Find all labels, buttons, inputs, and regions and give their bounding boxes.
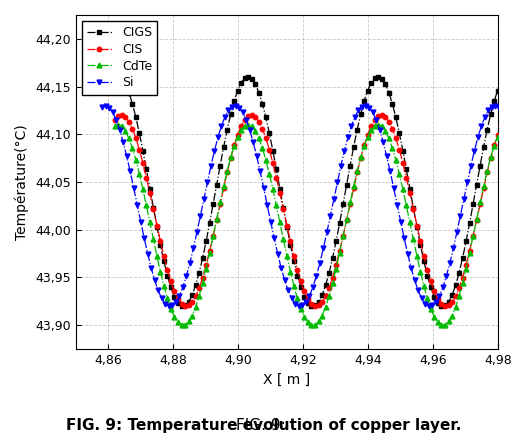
Si <box>102 103 108 108</box>
CdTe <box>112 123 118 128</box>
CIS <box>112 117 118 122</box>
Line: Si: Si <box>100 103 517 309</box>
CIS <box>434 295 441 301</box>
Si <box>154 284 160 289</box>
X-axis label: X [ m ]: X [ m ] <box>264 372 310 386</box>
CdTe <box>172 315 178 320</box>
CIS <box>288 242 295 248</box>
Line: CIGS: CIGS <box>113 75 516 308</box>
CIS <box>172 289 178 295</box>
CIGS <box>180 303 186 309</box>
Text: FIG. 9: Temperature evolution of copper layer.: FIG. 9: Temperature evolution of copper … <box>66 417 461 433</box>
CdTe <box>180 322 186 328</box>
CIS <box>291 253 297 259</box>
CIGS <box>172 295 178 300</box>
Si <box>221 116 227 122</box>
CIGS <box>115 74 121 80</box>
CIGS <box>511 80 518 85</box>
Legend: CIGS, CIS, CdTe, Si: CIGS, CIS, CdTe, Si <box>82 21 157 95</box>
CIS <box>183 303 190 309</box>
CdTe <box>318 314 325 319</box>
Line: CdTe: CdTe <box>112 122 517 327</box>
Si <box>167 303 173 309</box>
CdTe <box>434 319 441 324</box>
CIS <box>511 114 518 119</box>
CIS <box>318 300 325 306</box>
Si <box>100 103 106 109</box>
Si <box>99 104 105 109</box>
CIS <box>502 116 509 122</box>
CdTe <box>115 122 121 128</box>
CdTe <box>502 123 509 128</box>
CIGS <box>434 300 441 305</box>
CIGS <box>318 293 325 299</box>
Y-axis label: Température(°C): Température(°C) <box>15 124 30 240</box>
CIGS <box>291 259 297 264</box>
CdTe <box>291 283 297 289</box>
Si <box>511 144 518 149</box>
CIS <box>118 112 124 118</box>
CIGS <box>502 75 509 81</box>
CIGS <box>112 76 118 81</box>
CIGS <box>288 246 295 252</box>
Text: FIG. 9:: FIG. 9: <box>236 417 291 433</box>
CdTe <box>511 127 518 132</box>
CdTe <box>288 273 295 278</box>
Si <box>261 189 268 194</box>
Si <box>240 112 247 117</box>
Line: CIS: CIS <box>113 113 516 308</box>
Si <box>396 211 402 216</box>
